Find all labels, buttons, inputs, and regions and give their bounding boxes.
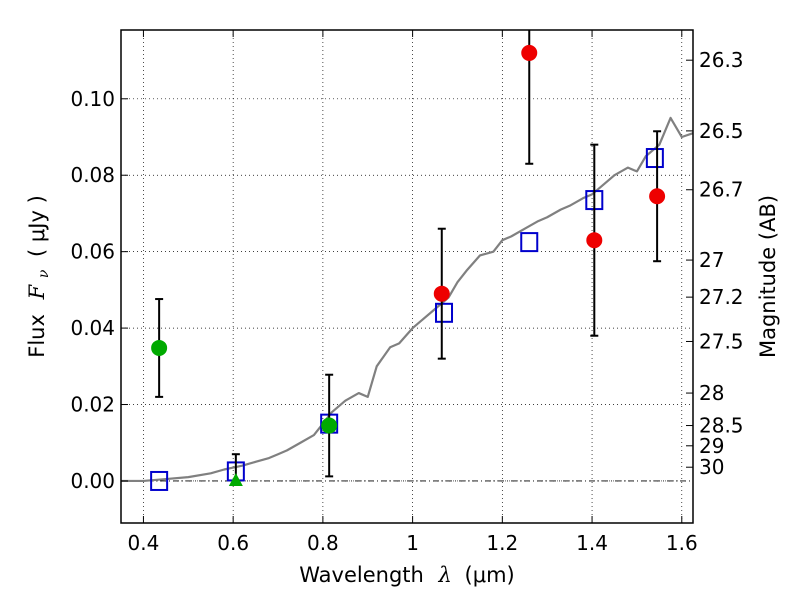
observed-red-point (433, 285, 450, 302)
ticks: 0.4 0.6 0.8 1 1.2 1.4 1.6 0.00 0.02 0.04 0.06 0.08 0… (70, 30, 744, 555)
spectrum-layer (121, 116, 694, 483)
x-tick-label: 1.4 (576, 531, 608, 555)
y-axis-label-text: Flux (25, 314, 49, 358)
plot-frame (120, 29, 694, 524)
mag-tick-label: 28 (699, 381, 724, 405)
model-band-marker (435, 302, 454, 323)
y-axis-label-subscript: ν (36, 269, 52, 278)
x-tick-label: 1.2 (486, 531, 518, 555)
x-axis-label-text: Wavelength (299, 563, 424, 587)
x-tick-label: 0.4 (128, 531, 160, 555)
y-axis-label-unit: ( μJy ) (25, 195, 49, 257)
spectrum-line (121, 116, 694, 483)
observed-red-point (586, 232, 603, 249)
upper-limit-marker (228, 472, 243, 486)
y-tick-label: 0.06 (70, 240, 115, 264)
x-tick-label: 0.6 (217, 531, 249, 555)
x-tick-label: 1 (406, 531, 419, 555)
observed-red-point (649, 188, 666, 205)
y-tick-label: 0.02 (70, 393, 115, 417)
x-tick-label: 1.6 (666, 531, 698, 555)
observed-green-point (151, 339, 168, 356)
grid (121, 30, 693, 523)
mag-tick-label: 27.2 (699, 285, 744, 309)
y-tick-label: 0.10 (70, 87, 115, 111)
mag-tick-label: 27.5 (699, 329, 744, 353)
observed-green-point (321, 417, 338, 434)
model-band-marker (520, 232, 539, 253)
mag-tick-label: 28.5 (699, 414, 744, 438)
y-axis-label-symbol: F (25, 283, 49, 300)
y-axis-label: Flux F ν ( μJy ) (25, 195, 53, 358)
mag-tick-label: 29 (699, 434, 724, 458)
x-axis-label-unit: (μm) (465, 563, 515, 587)
marker-layer (150, 30, 666, 491)
model-band-marker (150, 470, 169, 491)
x-tick-label: 0.8 (307, 531, 339, 555)
x-axis-label: Wavelength λ (μm) (299, 563, 514, 587)
mag-tick-label: 27 (699, 248, 724, 272)
y-tick-label: 0.00 (70, 469, 115, 493)
observed-red-point (521, 44, 538, 61)
mag-tick-label: 26.7 (699, 178, 744, 202)
right-axis-label: Magnitude (AB) (756, 195, 780, 358)
mag-tick-label: 30 (699, 455, 724, 479)
x-axis-label-symbol: λ (438, 563, 452, 587)
mag-tick-label: 26.3 (699, 48, 744, 72)
mag-tick-label: 26.5 (699, 119, 744, 143)
y-tick-label: 0.04 (70, 316, 115, 340)
model-band-marker (645, 148, 664, 169)
y-tick-label: 0.08 (70, 163, 115, 187)
